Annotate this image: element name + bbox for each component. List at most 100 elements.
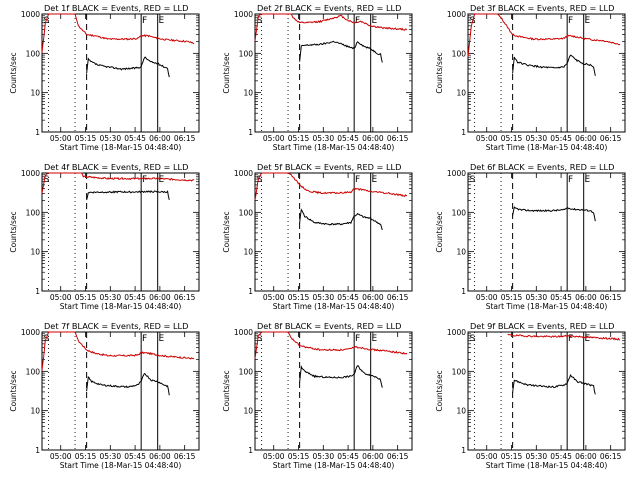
events-series-line [512,374,596,395]
detector-panel: Det 2f BLACK = Events, RED = LLD 1 10 100 10… [222,3,413,152]
x-tick-label: 06:15 [174,452,196,461]
x-tick-label: 05:45 [124,134,146,143]
marker-letter: S [44,334,50,344]
x-tick-label: 05:45 [124,452,146,461]
plot-frame [254,331,413,451]
y-tick-label: 1 [248,128,253,137]
y-tick-label: 1 [461,446,466,455]
x-axis-label: Start Time (18-Mar-15 04:48:40) [273,143,395,152]
y-tick-label: 1000 [234,10,253,19]
y-axis-label: Counts/sec [435,211,444,252]
panel-title: Det 2f BLACK = Events, RED = LLD [257,3,401,13]
detector-panel: Det 8f BLACK = Events, RED = LLD 1 10 100 10… [222,321,413,470]
lld-series-line [467,13,621,57]
detector-panel: Det 5f BLACK = Events, RED = LLD 1 10 100 10… [222,162,413,311]
y-tick-label: 10 [456,89,466,98]
events-series-line [86,372,170,396]
y-tick-label: 10 [243,89,253,98]
x-tick-label: 05:45 [337,293,359,302]
events-series-line [512,54,596,76]
x-axis-label: Start Time (18-Mar-15 04:48:40) [273,461,395,470]
detector-panel: Det 1f BLACK = Events, RED = LLD 1 10 100 10… [9,3,200,152]
marker-letter: E [159,175,165,185]
events-series-line [86,190,170,201]
marker-letter: S [257,334,263,344]
y-tick-label: 100 [239,208,254,217]
y-tick-label: 1 [35,128,40,137]
x-tick-label: 06:00 [575,134,597,143]
x-axis-label: Start Time (18-Mar-15 04:48:40) [486,302,608,311]
marker-letter: F [355,16,360,26]
lld-series-line [41,331,195,371]
x-tick-label: 05:30 [99,293,121,302]
panel-title: Det 5f BLACK = Events, RED = LLD [257,162,401,172]
x-tick-label: 06:00 [149,293,171,302]
marker-letter: F [355,175,360,185]
y-tick-label: 1000 [21,169,40,178]
y-tick-label: 1000 [21,328,40,337]
events-series-line [512,206,596,222]
y-axis-label: Counts/sec [9,52,18,93]
y-tick-label: 1000 [234,328,253,337]
y-tick-label: 100 [26,367,41,376]
x-tick-label: 05:15 [288,293,310,302]
x-axis-label: Start Time (18-Mar-15 04:48:40) [486,143,608,152]
x-tick-label: 05:45 [337,452,359,461]
marker-letter: F [355,334,360,344]
plot-frame [254,13,413,133]
x-tick-label: 06:15 [174,134,196,143]
marker-letter: E [372,334,378,344]
events-series-line [299,365,383,388]
y-tick-label: 1 [35,287,40,296]
marker-letter: E [159,334,165,344]
x-tick-label: 05:00 [263,293,285,302]
x-axis-label: Start Time (18-Mar-15 04:48:40) [60,143,182,152]
lld-series-line [254,172,408,201]
y-tick-label: 100 [452,49,467,58]
x-tick-label: 05:45 [550,293,572,302]
x-axis-label: Start Time (18-Mar-15 04:48:40) [60,461,182,470]
marker-letter: S [257,16,263,26]
marker-letter: F [142,16,147,26]
y-axis-label: Counts/sec [222,211,231,252]
y-tick-label: 10 [30,407,40,416]
y-tick-label: 1000 [447,169,466,178]
y-tick-label: 1 [248,287,253,296]
y-axis-label: Counts/sec [222,370,231,411]
detector-panel: Det 9f BLACK = Events, RED = LLD 1 10 100 10… [435,321,626,470]
x-tick-label: 05:00 [50,293,72,302]
y-tick-label: 1000 [447,10,466,19]
y-tick-label: 100 [452,208,467,217]
panel-title: Det 7f BLACK = Events, RED = LLD [44,321,188,331]
y-tick-label: 10 [456,407,466,416]
x-tick-label: 05:30 [525,134,547,143]
x-tick-label: 06:00 [362,134,384,143]
events-series-line [86,56,170,78]
x-tick-label: 05:45 [337,134,359,143]
x-tick-label: 06:15 [600,293,622,302]
detector-panel: Det 7f BLACK = Events, RED = LLD 1 10 100 10… [9,321,200,470]
x-tick-label: 06:00 [575,293,597,302]
marker-letter: E [585,175,591,185]
detector-panel: Det 3f BLACK = Events, RED = LLD 1 10 100 10… [435,3,626,152]
y-tick-label: 10 [30,248,40,257]
x-tick-label: 05:15 [501,134,523,143]
plot-frame [467,13,626,133]
y-tick-label: 1 [35,446,40,455]
x-tick-label: 06:15 [387,293,409,302]
detector-panel: Det 4f BLACK = Events, RED = LLD 1 10 100 10… [9,162,200,311]
panel-title: Det 6f BLACK = Events, RED = LLD [470,162,614,172]
plot-frame [41,13,200,133]
x-tick-label: 05:15 [75,452,97,461]
marker-letter: S [44,16,50,26]
x-tick-label: 05:00 [476,134,498,143]
lld-series-line [254,13,408,42]
detector-panel: Det 6f BLACK = Events, RED = LLD 1 10 100 10… [435,162,626,311]
marker-letter: F [142,175,147,185]
x-tick-label: 05:15 [75,293,97,302]
y-tick-label: 10 [243,248,253,257]
lld-series-line [507,333,621,341]
y-axis-label: Counts/sec [9,370,18,411]
x-tick-label: 06:00 [149,134,171,143]
